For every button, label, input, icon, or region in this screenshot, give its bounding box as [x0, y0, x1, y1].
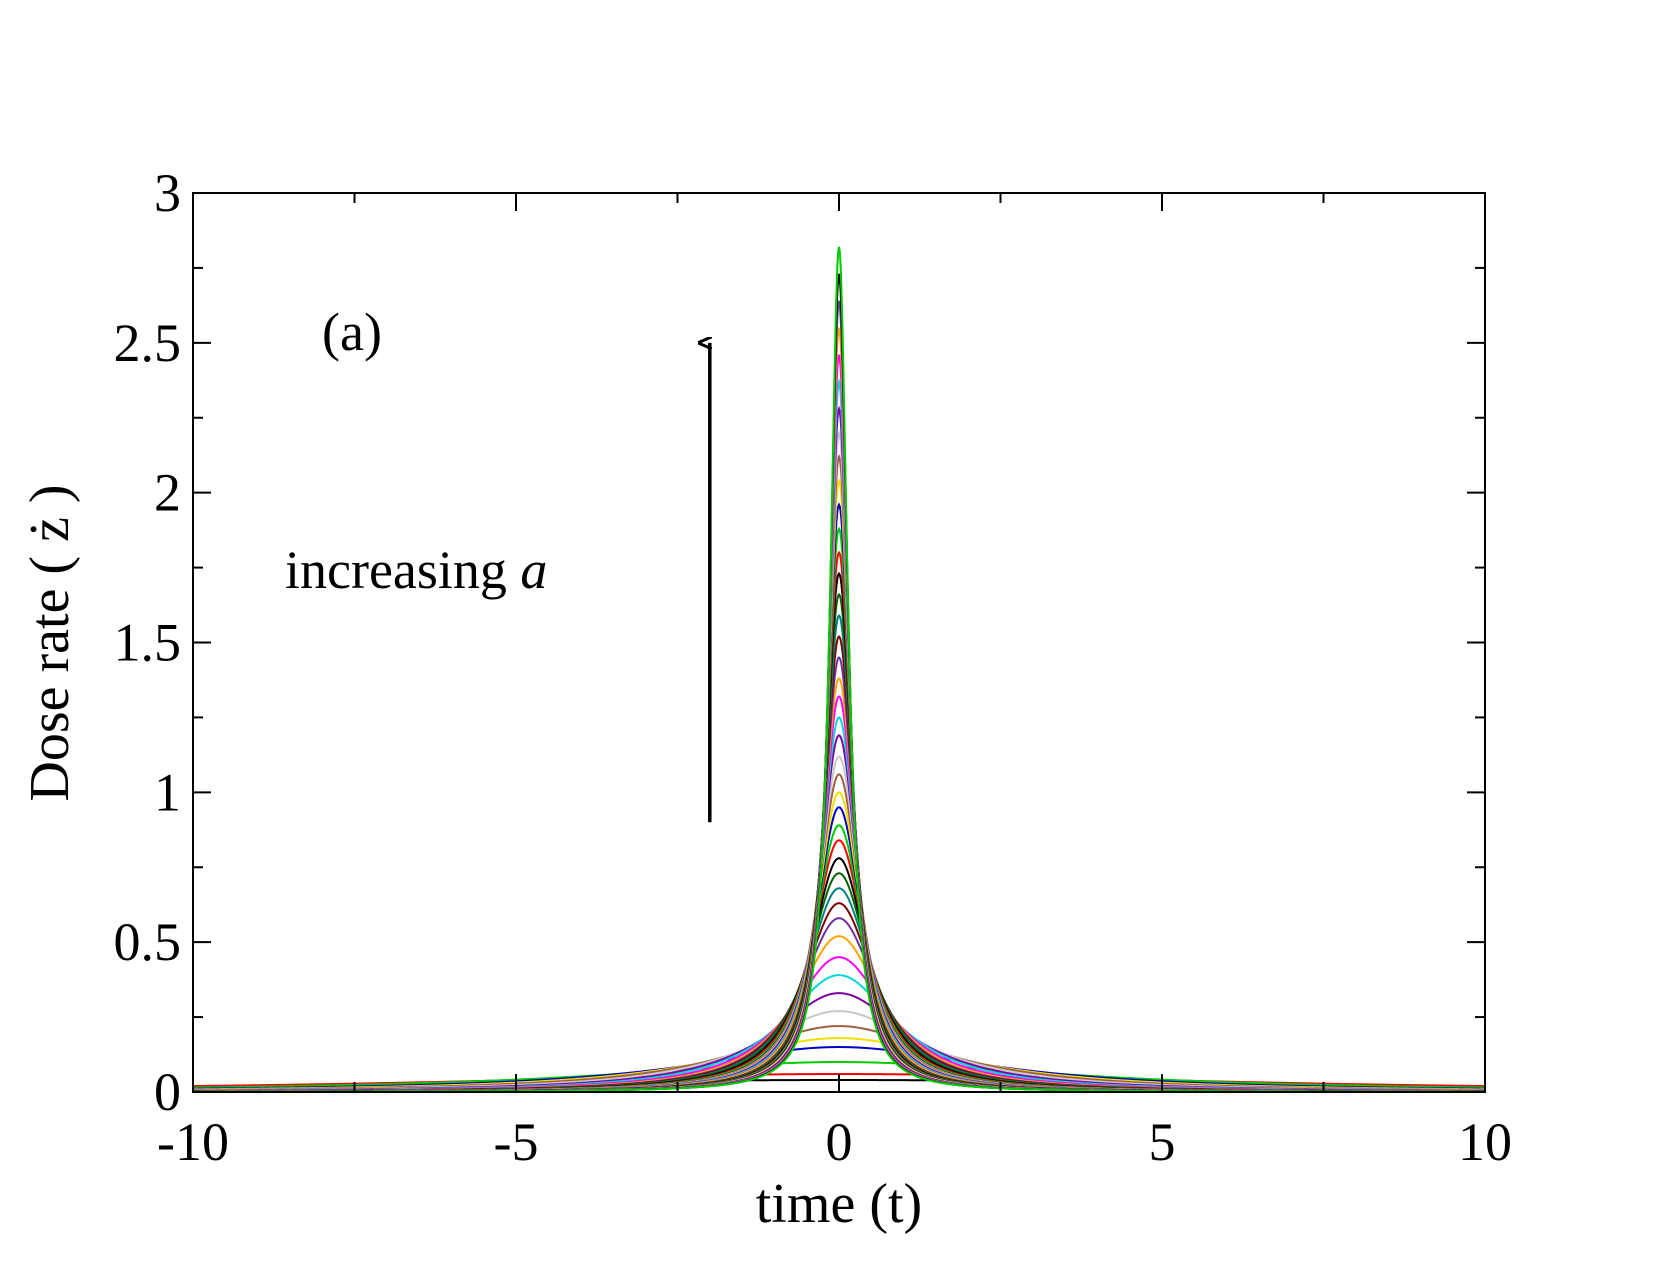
tick-labels: -10 -5 0 5 10 0 0.5 1 1.5 2 2.5 3 — [114, 163, 1513, 1172]
trend-variable: a — [520, 540, 547, 600]
ticks-layer — [192, 192, 1486, 1093]
series-line — [193, 405, 1485, 1092]
trend-annotation: increasing a — [285, 540, 547, 600]
series-line — [193, 917, 1485, 1092]
series-line — [193, 635, 1485, 1092]
series-line — [193, 935, 1485, 1092]
series-line — [193, 354, 1485, 1092]
x-axis-title: time (t) — [756, 1173, 922, 1235]
y-tick-label: 2 — [154, 463, 181, 523]
series-line — [193, 824, 1485, 1092]
panel-label: (a) — [322, 302, 382, 362]
series-line — [193, 839, 1485, 1092]
y-tick-label: 2.5 — [114, 313, 182, 373]
series-line — [193, 1046, 1485, 1090]
series-line — [193, 571, 1485, 1092]
series-line — [193, 377, 1485, 1092]
series-line — [193, 273, 1485, 1092]
x-tick-label: -5 — [494, 1112, 539, 1172]
y-tick-label: 3 — [154, 163, 181, 223]
series-line — [193, 806, 1485, 1092]
series-line — [193, 773, 1485, 1092]
series-layer — [193, 246, 1485, 1092]
series-line — [193, 956, 1485, 1092]
y-tick-label: 0.5 — [114, 912, 182, 972]
series-line — [193, 677, 1485, 1092]
y-tick-label: 0 — [154, 1062, 181, 1122]
series-line — [193, 1061, 1485, 1089]
y-tick-label: 1.5 — [114, 613, 182, 673]
y-axis-title: Dose rate ( ż ) — [19, 484, 81, 801]
series-line — [193, 526, 1485, 1092]
series-line — [193, 872, 1485, 1092]
series-line — [193, 592, 1485, 1092]
series-line — [193, 613, 1485, 1092]
series-line — [193, 327, 1485, 1092]
x-tick-label: -10 — [157, 1112, 229, 1172]
y-tick-label: 1 — [154, 762, 181, 822]
x-tick-label: 10 — [1458, 1112, 1512, 1172]
x-tick-label: 5 — [1149, 1112, 1176, 1172]
trend-text: increasing — [285, 540, 507, 600]
series-line — [193, 246, 1485, 1092]
x-tick-label: 0 — [826, 1112, 853, 1172]
